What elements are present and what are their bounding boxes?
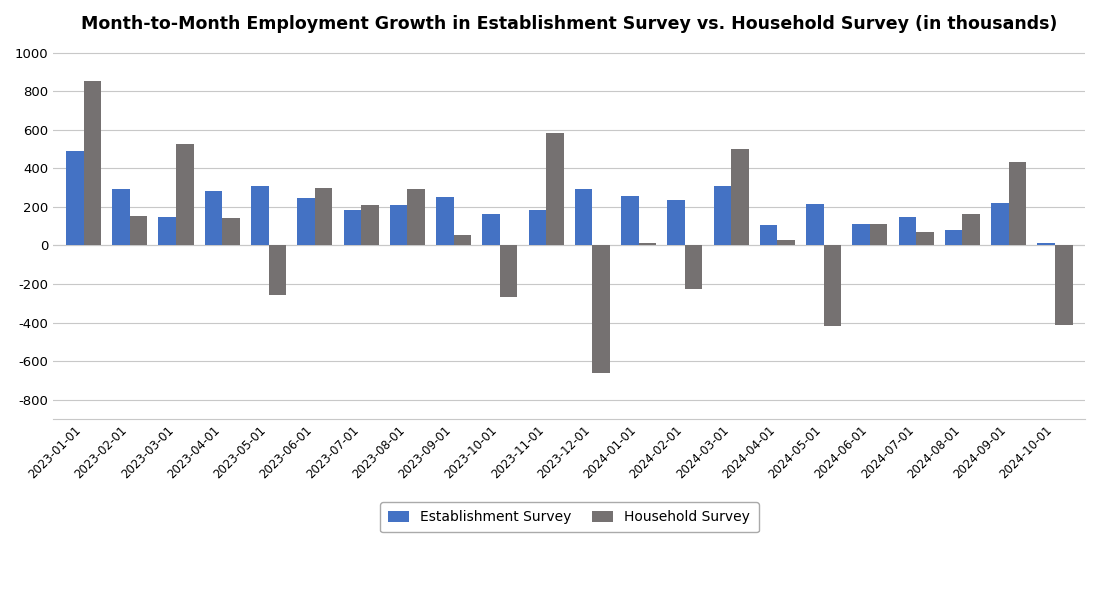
Bar — [639, 243, 657, 245]
Bar — [852, 224, 870, 245]
Bar — [732, 149, 749, 245]
Bar — [714, 186, 732, 245]
Bar — [546, 132, 563, 245]
Bar — [436, 197, 453, 245]
Bar — [482, 214, 499, 245]
Bar — [528, 210, 546, 245]
Bar — [389, 205, 407, 245]
Bar — [343, 210, 361, 245]
Bar — [899, 217, 916, 245]
Bar — [1009, 163, 1026, 245]
Title: Month-to-Month Employment Growth in Establishment Survey vs. Household Survey (i: Month-to-Month Employment Growth in Esta… — [81, 15, 1057, 33]
Bar — [806, 204, 824, 245]
Bar — [945, 230, 962, 245]
Bar — [130, 217, 147, 245]
Bar — [453, 235, 471, 245]
Bar — [824, 245, 842, 327]
Bar — [593, 245, 609, 373]
Bar — [176, 144, 194, 245]
Bar — [112, 189, 130, 245]
Bar — [991, 203, 1009, 245]
Legend: Establishment Survey, Household Survey: Establishment Survey, Household Survey — [379, 502, 759, 532]
Bar — [222, 219, 240, 245]
Bar — [499, 245, 517, 297]
Bar — [916, 232, 934, 245]
Bar — [760, 225, 778, 245]
Bar — [251, 186, 268, 245]
Bar — [158, 217, 176, 245]
Bar — [668, 200, 685, 245]
Bar — [962, 214, 980, 245]
Bar — [575, 189, 593, 245]
Bar — [361, 205, 378, 245]
Bar — [1055, 245, 1072, 325]
Bar — [778, 240, 795, 245]
Bar — [1037, 243, 1055, 245]
Bar — [297, 198, 315, 245]
Bar — [315, 188, 332, 245]
Bar — [407, 189, 425, 245]
Bar — [685, 245, 703, 289]
Bar — [268, 245, 286, 294]
Bar — [84, 81, 101, 245]
Bar — [621, 196, 639, 245]
Bar — [205, 191, 222, 245]
Bar — [66, 151, 84, 245]
Bar — [870, 224, 888, 245]
